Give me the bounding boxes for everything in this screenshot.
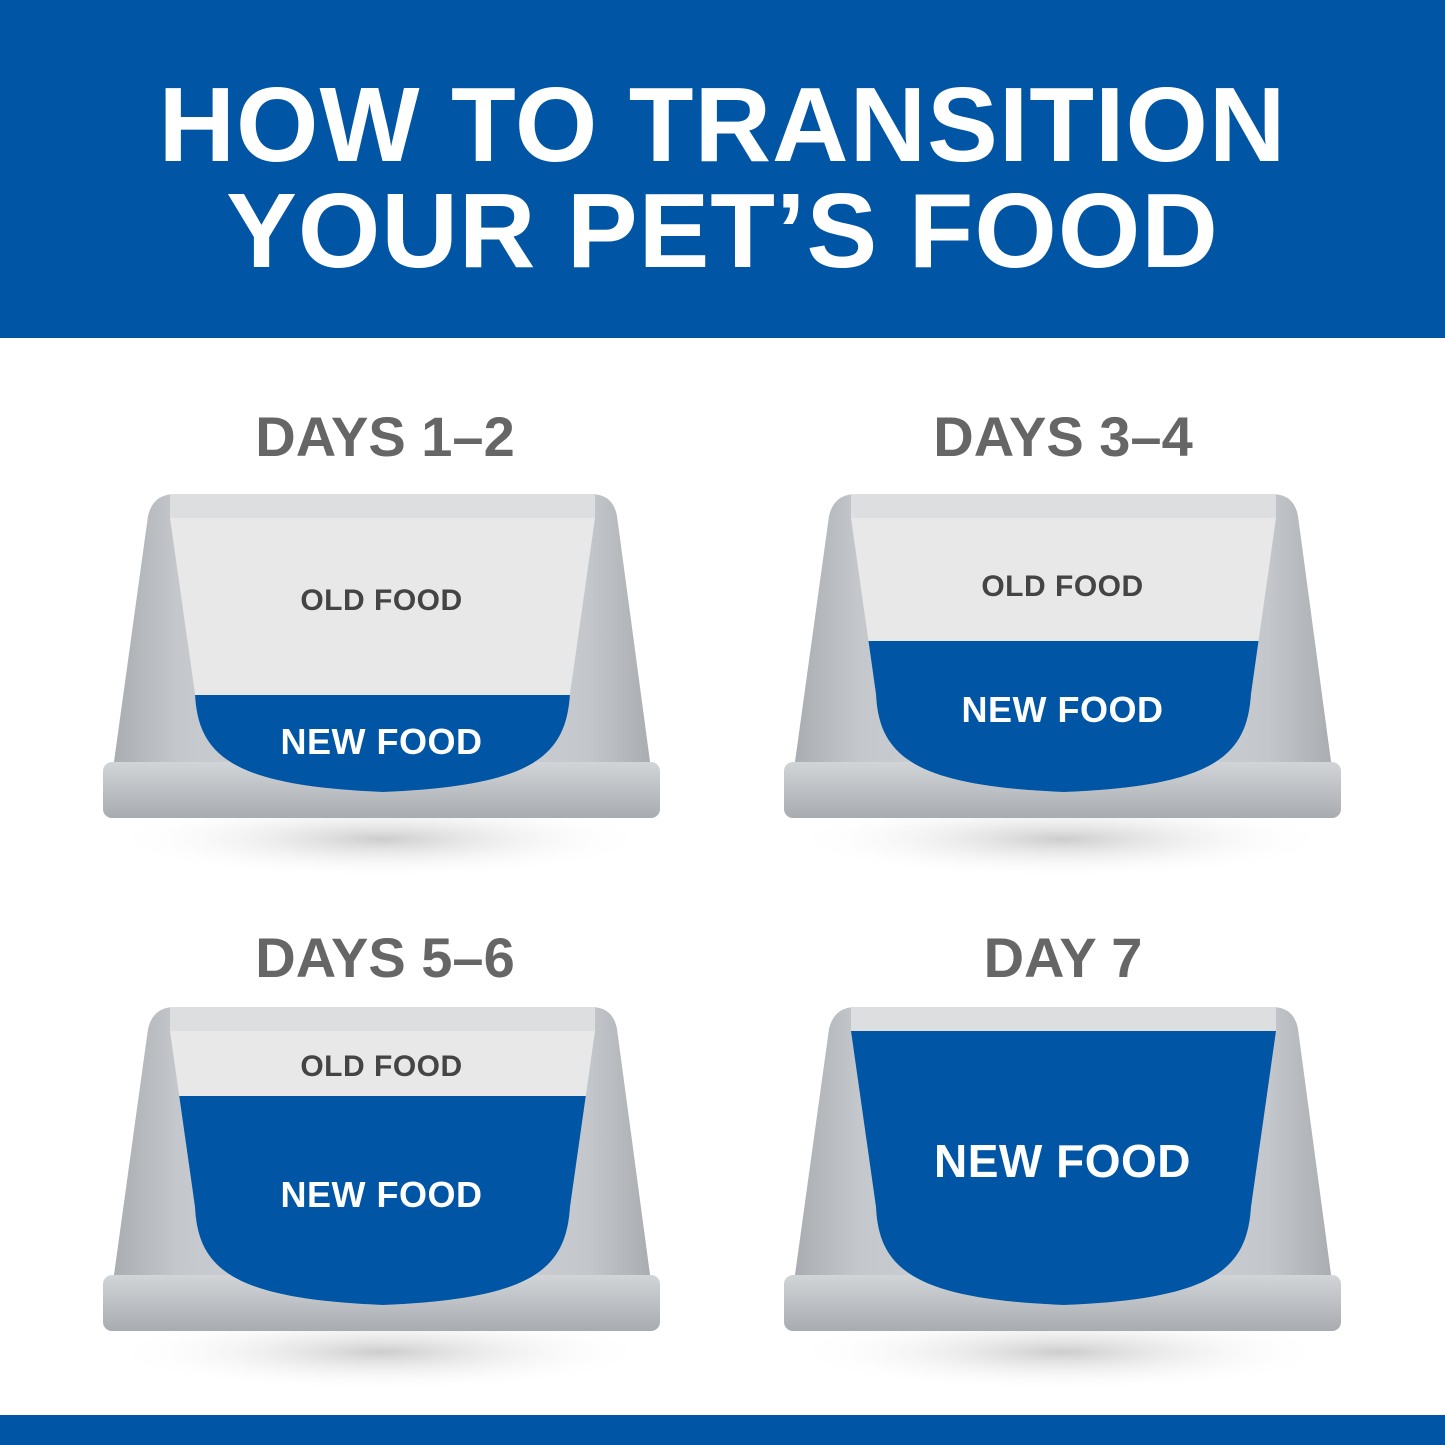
new-food-area [851, 641, 1276, 792]
new-food-label: NEW FOOD [934, 1135, 1191, 1187]
bowl-shadow [111, 1312, 651, 1392]
bowl-rim [170, 494, 595, 518]
food-bowl-days-1-2: OLD FOOD NEW FOOD [103, 494, 660, 894]
step-title: DAY 7 [983, 926, 1143, 989]
old-food-label: OLD FOOD [300, 584, 463, 617]
bowl-rim [170, 1007, 595, 1031]
new-food-label: NEW FOOD [961, 689, 1164, 730]
food-bowl-days-3-4: OLD FOOD NEW FOOD [784, 494, 1341, 894]
old-food-label: OLD FOOD [300, 1050, 463, 1083]
page-title-line-2: YOUR PET’S FOOD [226, 172, 1219, 290]
step-title: DAYS 5–6 [255, 926, 515, 989]
bowl-rim [851, 1007, 1276, 1031]
new-food-area [851, 1031, 1276, 1305]
bowl-shadow [111, 799, 651, 879]
food-bowl-days-5-6: OLD FOOD NEW FOOD [103, 1007, 660, 1407]
header-banner: HOW TO TRANSITION YOUR PET’S FOOD [0, 0, 1445, 338]
page-title-line-1: HOW TO TRANSITION [158, 66, 1287, 184]
step-title: DAYS 1–2 [255, 405, 515, 468]
food-bowl-day-7: NEW FOOD [784, 1007, 1341, 1407]
old-food-label: OLD FOOD [981, 570, 1144, 603]
footer-bar [0, 1415, 1445, 1445]
bowl-rim [851, 494, 1276, 518]
new-food-label: NEW FOOD [280, 721, 483, 762]
bowl-shadow [792, 1312, 1332, 1392]
new-food-area [170, 1096, 595, 1305]
step-title: DAYS 3–4 [933, 405, 1193, 468]
bowl-shadow [792, 799, 1332, 879]
new-food-label: NEW FOOD [280, 1174, 483, 1215]
